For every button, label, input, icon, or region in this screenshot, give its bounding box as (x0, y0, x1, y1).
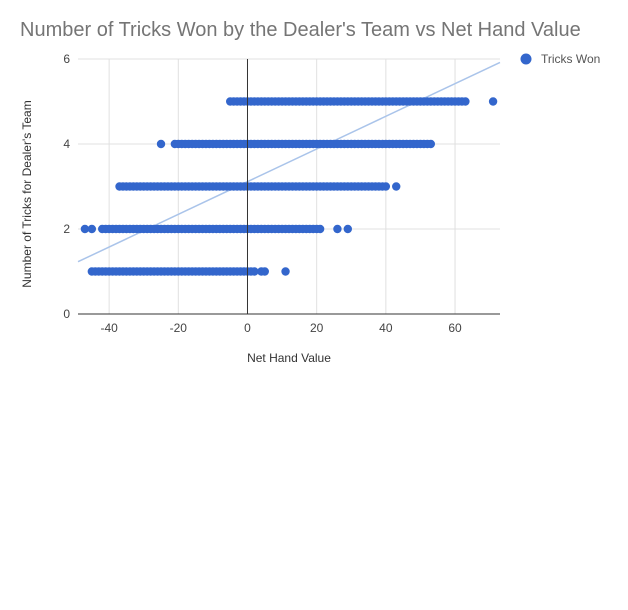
y-tick-label: 6 (63, 52, 70, 66)
data-point (333, 224, 342, 234)
x-tick-label: 40 (379, 321, 393, 335)
x-tick-label: -40 (100, 321, 118, 335)
x-tick-label: 0 (244, 321, 251, 335)
data-point (461, 97, 470, 106)
legend-marker (520, 53, 532, 65)
y-axis-label: Number of Tricks for Dealer's Team (20, 100, 34, 287)
y-tick-label: 4 (63, 137, 70, 151)
legend[interactable]: Tricks Won (520, 52, 601, 66)
x-tick-label: -20 (170, 321, 188, 335)
data-point (426, 139, 436, 149)
x-tick-label: 20 (310, 321, 324, 335)
data-point (87, 224, 97, 234)
data-point (260, 267, 269, 276)
data-point (281, 267, 290, 276)
y-tick-label: 2 (63, 222, 70, 236)
data-point (250, 267, 259, 276)
data-point (392, 182, 401, 191)
chart-title: Number of Tricks Won by the Dealer's Tea… (20, 19, 581, 41)
x-axis-label: Net Hand Value (247, 351, 331, 365)
data-point (315, 224, 325, 234)
axes (78, 59, 500, 315)
data-point (381, 182, 391, 191)
data-point (80, 224, 90, 234)
data-point (488, 97, 498, 106)
data-point (343, 224, 353, 234)
legend-label-tricks-won: Tricks Won (541, 52, 600, 66)
data-point (156, 139, 166, 149)
tick-labels: -40 -20 0 20 40 60 0 2 4 6 (63, 52, 462, 335)
x-tick-label: 60 (448, 321, 462, 335)
data-points (80, 97, 498, 276)
y-tick-label: 0 (63, 307, 70, 321)
